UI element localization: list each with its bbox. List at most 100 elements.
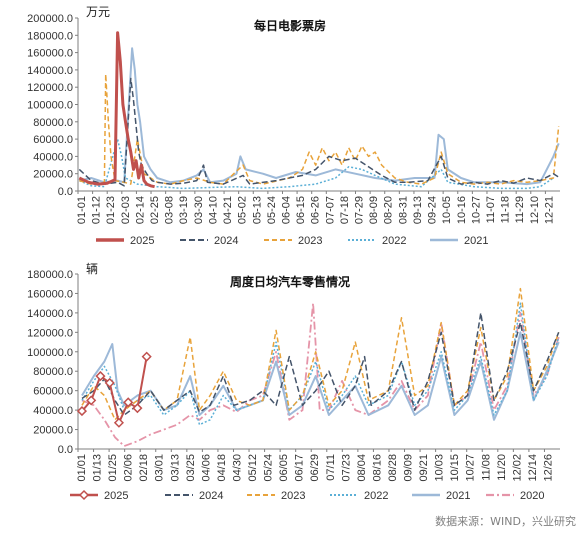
x-tick-label: 08-20 <box>383 196 395 224</box>
x-tick-label: 10-16 <box>456 196 468 224</box>
x-tick-label: 01-23 <box>105 196 117 224</box>
x-tick-label: 02/06 <box>123 454 135 482</box>
y-tick-label: 180000.0 <box>27 269 73 281</box>
x-tick-label: 09/09 <box>403 454 415 482</box>
x-tick-label: 11-07 <box>485 196 497 223</box>
x-tick-label: 06/05 <box>278 454 290 482</box>
x-tick-label: 09-24 <box>427 196 439 224</box>
series-line-2023 <box>79 73 560 185</box>
x-tick-label: 01/25 <box>107 454 119 482</box>
daily-box-office-chart: 万元 每日电影票房 0.0 20000.0 40000.0 60000.0 80000.… <box>27 5 561 247</box>
data-point-2025 <box>86 395 97 406</box>
x-tick-label: 07-29 <box>354 196 366 224</box>
x-tick-label: 08/28 <box>387 454 399 482</box>
y-tick-label: 100000.0 <box>27 100 73 112</box>
x-tick-label: 03-19 <box>178 196 190 224</box>
x-tick-label: 10/15 <box>449 454 461 482</box>
legend-label-2024: 2024 <box>214 235 238 247</box>
y-tick-label: 0.0 <box>58 186 73 198</box>
x-tick-label: 06/17 <box>294 454 306 482</box>
legend-label-2023: 2023 <box>298 235 322 247</box>
y-tick-label: 160000.0 <box>27 288 73 300</box>
x-tick-label: 02/18 <box>138 454 150 482</box>
x-tick-label: 11-29 <box>514 196 526 223</box>
x-tick-label: 04/18 <box>216 454 228 482</box>
y-tick-label: 80000.0 <box>33 366 73 378</box>
y-tick-label: 60000.0 <box>33 134 73 146</box>
series-line-2022 <box>81 302 560 426</box>
x-tick-label: 06-04 <box>280 196 292 224</box>
legend-label-2025: 2025 <box>130 235 154 247</box>
chart2-unit-label: 辆 <box>86 262 98 276</box>
x-tick-label: 07-07 <box>324 196 336 224</box>
y-tick-label: 80000.0 <box>33 117 73 129</box>
data-point-2025 <box>76 406 88 417</box>
weekly-car-retail-chart: 辆 周度日均汽车零售情况 0.0 20000.0 40000.0 60000.0 800… <box>27 262 560 502</box>
source-note: 数据来源：WIND，兴业研究 <box>435 514 576 528</box>
x-tick-label: 11/08 <box>480 454 492 481</box>
x-tick-label: 12-10 <box>529 196 541 224</box>
x-tick-label: 08/04 <box>356 454 368 482</box>
chart1-unit-label: 万元 <box>86 5 110 19</box>
legend-label-2022: 2022 <box>364 490 388 502</box>
y-tick-label: 120000.0 <box>27 82 73 94</box>
x-tick-label: 04/30 <box>231 454 243 482</box>
x-tick-label: 12-21 <box>543 196 555 224</box>
x-tick-label: 10-05 <box>441 196 453 224</box>
y-tick-label: 100000.0 <box>27 347 73 359</box>
legend-label-2021: 2021 <box>446 490 470 502</box>
x-tick-label: 02-03 <box>120 196 132 224</box>
data-point-2025 <box>113 417 124 428</box>
legend-label-2024: 2024 <box>199 490 223 502</box>
data-point-2025 <box>104 377 115 388</box>
x-tick-label: 10-27 <box>470 196 482 224</box>
x-tick-label: 01/13 <box>92 454 104 482</box>
x-tick-label: 03/13 <box>169 454 181 482</box>
x-tick-label: 07-18 <box>339 196 351 224</box>
y-tick-label: 200000.0 <box>27 13 73 25</box>
x-tick-label: 05/24 <box>263 454 275 482</box>
x-tick-label: 10/27 <box>465 454 477 482</box>
data-point-2025 <box>123 397 134 408</box>
legend-label-2025: 2025 <box>104 490 128 502</box>
y-tick-label: 160000.0 <box>27 48 73 60</box>
y-tick-label: 20000.0 <box>33 169 73 181</box>
x-tick-label: 03-08 <box>164 196 176 224</box>
series-line-2020 <box>81 302 560 448</box>
x-tick-label: 11-18 <box>500 196 512 223</box>
series-line-2022 <box>78 138 554 190</box>
y-tick-label: 0.0 <box>58 444 73 456</box>
legend-label-2022: 2022 <box>382 235 406 247</box>
x-tick-label: 04-10 <box>207 196 219 224</box>
x-tick-label: 01-12 <box>91 196 103 224</box>
x-tick-label: 08-09 <box>368 196 380 224</box>
x-tick-label: 12/02 <box>511 454 523 482</box>
x-tick-label: 05/12 <box>247 454 259 482</box>
data-point-2025 <box>95 371 106 382</box>
x-tick-label: 05-02 <box>237 196 249 224</box>
x-tick-label: 01/01 <box>76 454 88 482</box>
x-tick-label: 09/21 <box>418 454 430 482</box>
data-point-2025 <box>141 351 152 362</box>
x-tick-label: 06/29 <box>309 454 321 482</box>
x-tick-label: 07/23 <box>340 454 352 482</box>
legend-label-2023: 2023 <box>281 490 305 502</box>
x-tick-label: 03/25 <box>185 454 197 482</box>
x-tick-label: 10/03 <box>434 454 446 482</box>
legend-label-2020: 2020 <box>520 490 544 502</box>
x-tick-label: 03/01 <box>154 454 166 482</box>
y-tick-label: 180000.0 <box>27 30 73 42</box>
y-tick-label: 40000.0 <box>33 405 73 417</box>
y-tick-label: 140000.0 <box>27 65 73 77</box>
series-line-2025 <box>78 31 155 189</box>
x-tick-label: 08-31 <box>397 196 409 224</box>
x-tick-label: 12/14 <box>527 454 539 482</box>
x-tick-label: 12/26 <box>542 454 554 482</box>
x-tick-label: 01-01 <box>76 196 88 224</box>
legend-label-2021: 2021 <box>464 235 488 247</box>
x-tick-label: 05-13 <box>251 196 263 224</box>
x-tick-label: 07/11 <box>325 454 337 481</box>
series-line-2021 <box>79 47 560 186</box>
y-tick-label: 40000.0 <box>33 151 73 163</box>
